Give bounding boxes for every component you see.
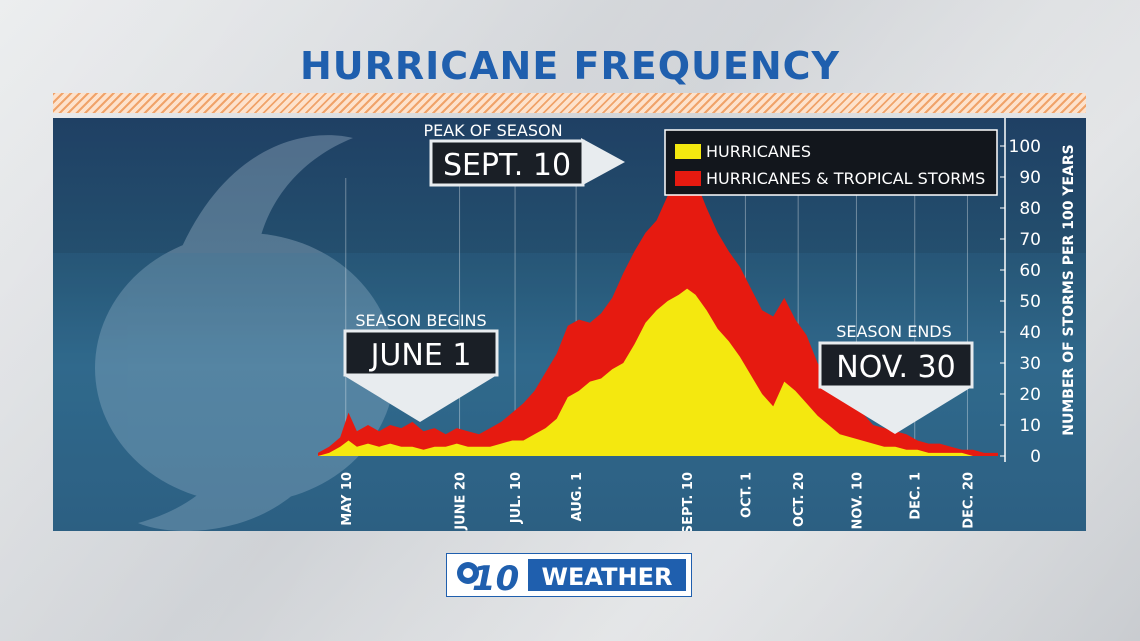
x-tick-label: MAY 10 — [340, 472, 355, 526]
legend: HURRICANES HURRICANES & TROPICAL STORMS — [664, 129, 998, 196]
x-tick-label: DEC. 1 — [909, 472, 924, 520]
page-title: HURRICANE FREQUENCY — [299, 44, 841, 88]
x-tick-label: OCT. 20 — [792, 472, 807, 527]
end-date: NOV. 30 — [836, 350, 955, 385]
begin-date: JUNE 1 — [369, 338, 472, 373]
y-tick-label: 40 — [1019, 323, 1041, 343]
y-tick-label: 100 — [1009, 137, 1041, 157]
legend-label-tropical-storms: HURRICANES & TROPICAL STORMS — [706, 169, 985, 188]
begin-arrow-icon — [343, 375, 497, 422]
season-begins-callout: SEASON BEGINS JUNE 1 — [343, 311, 499, 422]
y-tick-label: 20 — [1019, 385, 1041, 405]
x-tick-label: JUL. 10 — [509, 472, 524, 524]
peak-callout: PEAK OF SEASON SEPT. 10 — [423, 121, 625, 187]
y-tick-label: 30 — [1019, 354, 1041, 374]
x-tick-label: JUNE 20 — [454, 472, 469, 531]
end-label: SEASON ENDS — [836, 322, 952, 341]
y-tick-label: 90 — [1019, 168, 1041, 188]
y-axis-ticks: 0 10 20 30 40 50 60 70 80 90 100 — [1000, 137, 1041, 467]
x-axis-ticks: MAY 10 JUNE 20 JUL. 10 AUG. 1 SEPT. 10 OCT. 1… — [340, 472, 977, 531]
y-tick-label: 60 — [1019, 261, 1041, 281]
chart: MAY 10 JUNE 20 JUL. 10 AUG. 1 SEPT. 10 OCT. 1… — [53, 118, 1086, 531]
x-tick-label: DEC. 20 — [961, 472, 976, 529]
series-area-hurricanes — [318, 288, 998, 456]
x-tick-label: AUG. 1 — [570, 472, 585, 521]
y-axis-label: NUMBER OF STORMS PER 100 YEARS — [1061, 144, 1077, 435]
y-tick-label: 70 — [1019, 230, 1041, 250]
peak-date: SEPT. 10 — [443, 148, 571, 183]
end-arrow-icon — [820, 388, 970, 434]
y-tick-label: 80 — [1019, 199, 1041, 219]
legend-swatch-hurricanes — [675, 144, 701, 159]
x-tick-label: NOV. 10 — [850, 472, 865, 530]
y-tick-label: 10 — [1019, 416, 1041, 436]
y-tick-label: 50 — [1019, 292, 1041, 312]
wtsp-10-weather-logo: 10 WEATHER — [445, 552, 693, 599]
chart-panel: MAY 10 JUNE 20 JUL. 10 AUG. 1 SEPT. 10 OCT. 1… — [53, 118, 1086, 531]
hurricane-symbol-icon — [95, 135, 395, 531]
logo-text: WEATHER — [542, 563, 673, 591]
begin-label: SEASON BEGINS — [355, 311, 486, 330]
x-tick-label: OCT. 1 — [739, 472, 754, 518]
y-tick-label: 0 — [1030, 447, 1041, 467]
x-tick-label: SEPT. 10 — [681, 472, 696, 531]
legend-label-hurricanes: HURRICANES — [706, 142, 811, 161]
peak-arrow-icon — [581, 138, 625, 186]
legend-swatch-tropical-storms — [675, 171, 701, 186]
season-ends-callout: SEASON ENDS NOV. 30 — [818, 322, 974, 434]
peak-label: PEAK OF SEASON — [423, 121, 562, 140]
logo-number: 10 — [472, 559, 519, 597]
decorative-stripe — [53, 93, 1086, 113]
